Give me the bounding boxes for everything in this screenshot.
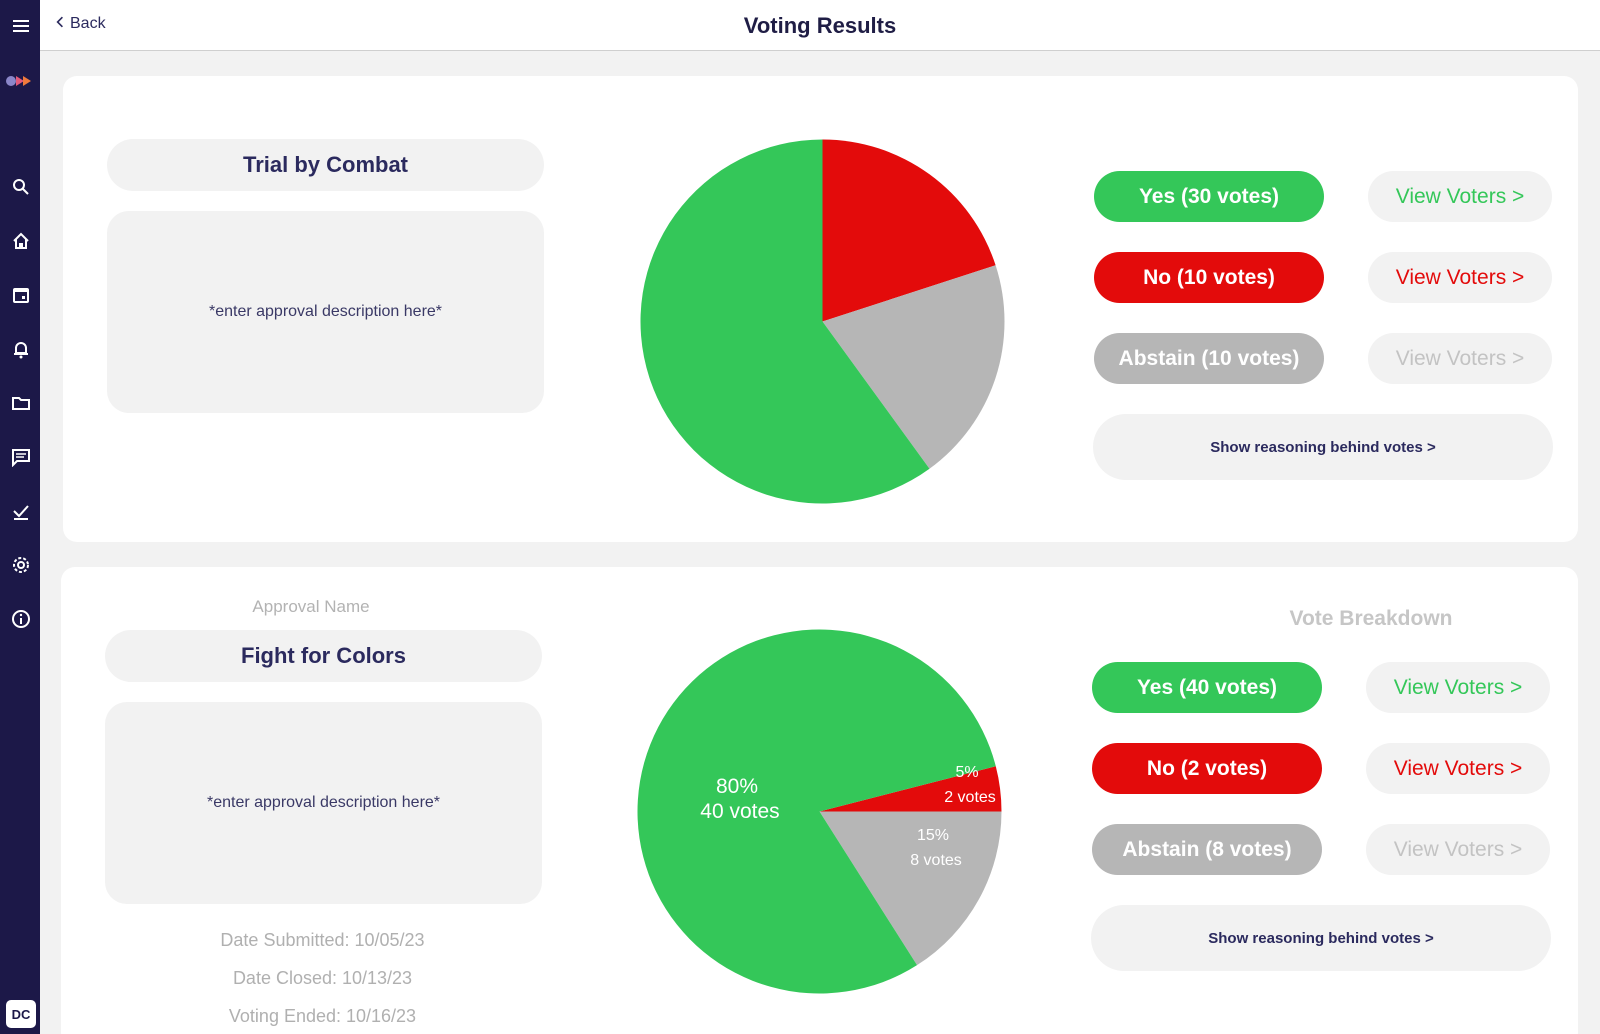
pie-label-no-votes: 2 votes bbox=[944, 789, 996, 806]
avatar[interactable]: DC bbox=[6, 1000, 36, 1028]
logo-icon bbox=[4, 70, 38, 92]
header: Back Voting Results bbox=[40, 0, 1600, 51]
folder-icon[interactable] bbox=[10, 392, 32, 414]
no-votes-button[interactable]: No (2 votes) bbox=[1092, 743, 1322, 794]
sidebar: DC bbox=[0, 0, 40, 1034]
info-icon[interactable] bbox=[10, 608, 32, 630]
date-submitted: Date Submitted: 10/05/23 bbox=[220, 930, 425, 950]
pie-label-no-pct: 5% bbox=[955, 764, 978, 781]
pie-slice-no bbox=[822, 139, 996, 322]
vote-pie-chart-1 bbox=[640, 139, 1005, 504]
view-voters-yes-button[interactable]: View Voters > bbox=[1368, 171, 1552, 222]
pie-slice-yes bbox=[640, 139, 930, 504]
approval-card-2: Approval Name Fight for Colors *enter ap… bbox=[61, 567, 1578, 1034]
pie-label-yes-pct: 80% bbox=[716, 775, 758, 798]
pie-label-abstain-votes: 8 votes bbox=[910, 852, 962, 869]
menu-icon[interactable] bbox=[10, 15, 32, 37]
voting-ended: Voting Ended: 10/16/23 bbox=[228, 1006, 417, 1026]
pie-slice-yes bbox=[637, 629, 996, 994]
approval-card-1: Trial by Combat *enter approval descript… bbox=[63, 76, 1578, 542]
pie-label-abstain-pct: 15% bbox=[917, 827, 949, 844]
view-voters-abstain-button[interactable]: View Voters > bbox=[1366, 824, 1550, 875]
page-title: Voting Results bbox=[743, 13, 897, 38]
abstain-votes-button[interactable]: Abstain (8 votes) bbox=[1092, 824, 1322, 875]
chevron-left-icon bbox=[56, 15, 64, 33]
check-icon[interactable] bbox=[10, 500, 32, 522]
vote-pie-chart-2: 80%40 votes 5% 2 votes 15% 8 votes bbox=[637, 629, 1002, 994]
pie-label-yes-votes: 40 votes bbox=[700, 800, 779, 823]
back-button[interactable]: Back bbox=[56, 15, 106, 33]
bell-icon[interactable] bbox=[10, 338, 32, 360]
view-voters-no-button[interactable]: View Voters > bbox=[1366, 743, 1550, 794]
search-icon[interactable] bbox=[10, 176, 32, 198]
date-closed: Date Closed: 10/13/23 bbox=[232, 968, 413, 988]
approval-description: *enter approval description here* bbox=[107, 211, 544, 413]
yes-votes-button[interactable]: Yes (40 votes) bbox=[1092, 662, 1322, 713]
pie-slice-abstain bbox=[822, 265, 1005, 469]
pie-slice-no bbox=[819, 766, 1002, 812]
home-icon[interactable] bbox=[10, 230, 32, 252]
abstain-votes-button[interactable]: Abstain (10 votes) bbox=[1094, 333, 1324, 384]
show-reasoning-button[interactable]: Show reasoning behind votes > bbox=[1093, 414, 1553, 480]
vote-breakdown-label: Vote Breakdown bbox=[1289, 607, 1453, 630]
approval-name: Trial by Combat bbox=[107, 139, 544, 191]
approval-name: Fight for Colors bbox=[105, 630, 542, 682]
pie-slice-abstain bbox=[819, 811, 1002, 966]
approval-description: *enter approval description here* bbox=[105, 702, 542, 904]
chat-icon[interactable] bbox=[10, 446, 32, 468]
back-label: Back bbox=[70, 15, 106, 32]
show-reasoning-button[interactable]: Show reasoning behind votes > bbox=[1091, 905, 1551, 971]
gear-icon[interactable] bbox=[10, 554, 32, 576]
yes-votes-button[interactable]: Yes (30 votes) bbox=[1094, 171, 1324, 222]
view-voters-yes-button[interactable]: View Voters > bbox=[1366, 662, 1550, 713]
no-votes-button[interactable]: No (10 votes) bbox=[1094, 252, 1324, 303]
view-voters-abstain-button[interactable]: View Voters > bbox=[1368, 333, 1552, 384]
approval-name-label: Approval Name bbox=[252, 597, 370, 616]
view-voters-no-button[interactable]: View Voters > bbox=[1368, 252, 1552, 303]
calendar-icon[interactable] bbox=[10, 284, 32, 306]
